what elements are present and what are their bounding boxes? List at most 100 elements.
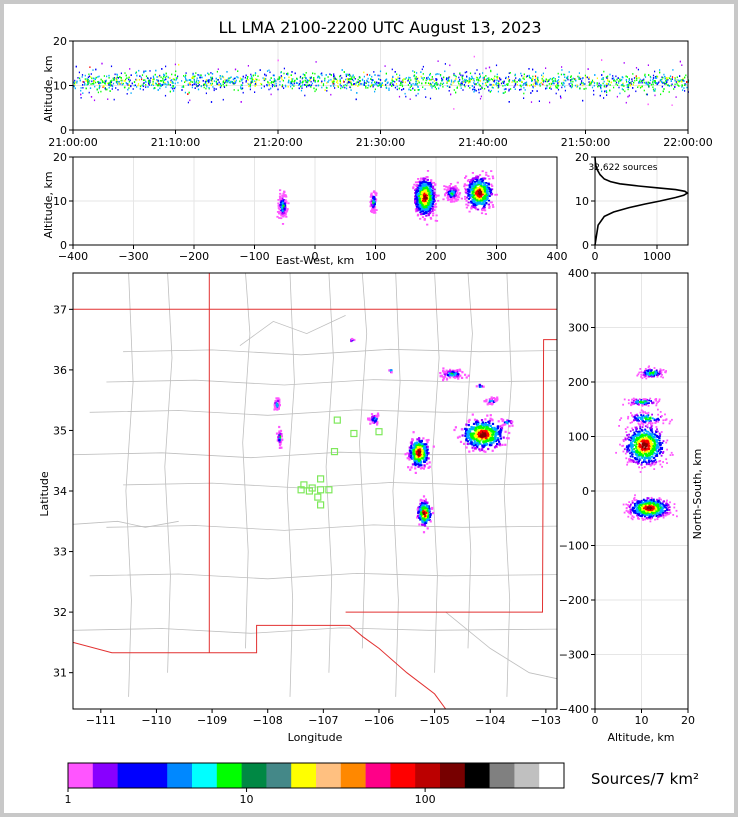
th-source-point [365,85,367,88]
ew-source-cell [426,190,429,193]
ew-source-cell [471,181,474,184]
th-source-point [394,86,396,89]
ew-source-cell [470,194,473,197]
plan-source-cell [369,418,372,422]
th-source-point [375,83,377,86]
th-source-point [446,85,448,87]
th-source-point [150,84,153,86]
th-source-point [528,76,531,79]
ew-source-cell [370,193,373,196]
th-source-point [385,79,387,81]
ew-source-cell [421,185,424,187]
plan-source-cell [417,459,420,462]
th-source-point [568,71,570,73]
th-source-point [84,78,86,80]
th-source-point [448,76,450,79]
th-source-point [106,82,109,85]
th-source-point [100,90,102,93]
ew-source-cell [425,181,428,183]
th-source-point [209,82,212,85]
ew-source-cell [478,174,482,176]
th-source-point [607,78,609,81]
county-boundary [431,273,440,673]
ew-source-cell [417,213,420,216]
ew-source-cell [483,208,486,211]
plan-source-cell [422,455,425,458]
plan-source-cell [278,435,282,438]
th-source-point [125,82,127,84]
th-source-point [686,86,688,89]
th-source-point [532,68,534,71]
th-source-point [304,94,306,97]
th-source-point [196,79,198,82]
th-source-point [656,75,658,78]
plan-source-cell [409,454,412,457]
ew-source-cell [447,195,450,197]
ew-source-cell [416,198,419,201]
plan-source-cell [424,521,427,524]
th-source-point [603,70,605,73]
th-source-point [198,81,201,83]
ew-source-cell [474,178,477,180]
th-source-point [237,70,239,72]
th-source-point [139,88,141,90]
plan-source-cell [425,519,428,522]
ew-source-cell [481,189,484,191]
th-source-point [351,78,354,81]
ew-source-cell [477,208,480,211]
th-source-point [172,90,175,92]
th-source-point [321,80,323,83]
th-source-point [475,83,477,85]
th-source-point [250,73,252,76]
ew-source-cell [464,187,467,190]
ew-source-cell [370,198,373,201]
th-source-point [357,85,359,87]
th-source-point [459,83,461,86]
th-source-point [444,63,446,65]
plan-source-cell [416,438,419,441]
th-source-point [104,79,106,82]
plan-source-cell [417,506,420,509]
plan-source-cell [280,435,283,438]
ew-source-cell [432,187,435,190]
th-source-point [350,82,352,85]
plan-source-cell [424,454,427,457]
ew-source-cell [373,203,376,206]
ew-source-cell [471,190,474,193]
th-source-point [545,87,547,90]
ew-source-cell [495,193,498,196]
th-source-point [454,79,456,82]
th-source-point [430,85,432,87]
th-source-point [420,71,422,73]
th-source-point [638,77,640,79]
th-source-point [379,79,382,81]
th-source-point [610,81,612,84]
th-source-point [319,77,321,79]
ew-source-cell [421,204,424,207]
th-source-point [629,84,632,87]
th-source-point [530,101,533,103]
state-border [345,339,557,613]
th-source-point [565,79,567,82]
ew-source-cell [374,199,377,202]
ew-source-cell [480,187,483,190]
th-source-point [484,87,486,90]
th-source-point [279,80,281,83]
th-source-point [637,68,639,71]
th-source-point [291,80,293,83]
th-source-point [264,78,267,80]
plan-source-cell [424,509,427,512]
plan-source-cell [424,515,427,518]
th-source-point [277,59,279,62]
ew-source-cell [445,192,448,194]
plan-source-cell [414,471,417,474]
ew-source-cell [469,183,472,185]
th-source-point [156,79,158,81]
th-source-point [448,80,450,82]
plan-map-layer [73,273,557,709]
plan-source-cell [432,445,435,448]
th-source-point [231,81,233,83]
th-source-point [325,74,327,76]
ew-source-cell [480,178,483,180]
plan-source-cell [412,431,415,434]
